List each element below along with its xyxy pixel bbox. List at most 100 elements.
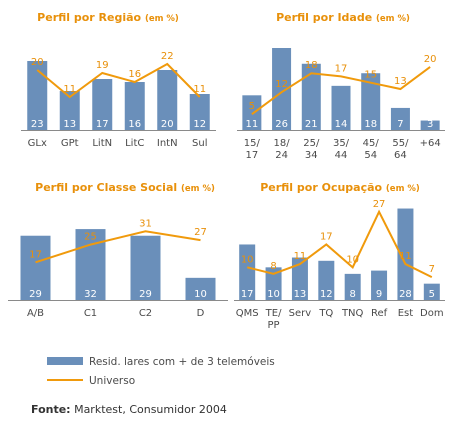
x-tick-label: GPt — [61, 138, 79, 149]
line-value-label: 8 — [270, 261, 276, 272]
line-value-label: 5 — [249, 101, 255, 112]
bar-value-label: 12 — [320, 289, 333, 300]
line-value-label: 17 — [320, 231, 333, 242]
x-tick-label-line: QMS — [236, 308, 259, 319]
x-tick-label: A/B — [27, 308, 44, 319]
source-text: Marktest, Consumidor 2004 — [74, 403, 227, 416]
x-tick-label-line: IntN — [157, 138, 178, 149]
chart-title-unit: (em %) — [145, 14, 179, 24]
line-value-label: 20 — [31, 57, 44, 68]
bar — [291, 257, 308, 300]
x-tick-label-line: 24 — [275, 150, 288, 161]
x-tick-label: LitN — [92, 138, 112, 149]
chart-panel-2: Perfil por Idade (em %) 11 26 21 14 18 7 3 5 12 18… — [237, 11, 445, 161]
bar — [185, 277, 216, 300]
x-tick-label-line: 55/ — [392, 138, 409, 149]
bar — [361, 73, 381, 130]
source-note: Fonte: Marktest, Consumidor 2004 — [31, 403, 227, 416]
bar — [331, 85, 351, 130]
series-line-universo — [36, 62, 201, 99]
bar-value-label: 29 — [139, 289, 152, 300]
x-tick-label-line: Est — [398, 308, 414, 319]
bar-value-label: 12 — [193, 119, 206, 130]
bar-value-label: 21 — [305, 119, 318, 130]
bar-value-label: 26 — [275, 119, 288, 130]
x-tick-label-line: Ref — [371, 308, 388, 319]
bar-value-label: 14 — [335, 119, 348, 130]
x-tick-label-line: GLx — [28, 138, 47, 149]
x-tick-label-line: LitC — [125, 138, 144, 149]
bar — [27, 61, 48, 130]
x-tick-label-line: TE/ — [265, 308, 282, 319]
line-value-label: 11 — [63, 84, 76, 95]
bar-value-label: 13 — [294, 289, 307, 300]
chart-title-unit: (em %) — [181, 184, 215, 194]
x-tick-label: Ref — [371, 308, 388, 319]
series-line-universo — [246, 209, 433, 279]
bar — [20, 235, 51, 300]
x-tick-label-line: 35/ — [333, 138, 350, 149]
bar-value-label: 32 — [84, 289, 97, 300]
x-tick-label-line: 44 — [335, 150, 348, 161]
chart-title: Perfil por Classe Social (em %) — [35, 181, 215, 194]
line-value-label: 12 — [275, 79, 288, 90]
bar — [318, 260, 335, 300]
x-tick-label-line: LitN — [92, 138, 112, 149]
bar — [75, 229, 106, 300]
bar-value-label: 23 — [31, 119, 44, 130]
bar — [157, 70, 178, 130]
x-tick-label-line: 64 — [394, 150, 407, 161]
line-value-label: 31 — [139, 218, 152, 229]
x-tick-label-line: GPt — [61, 138, 79, 149]
line-value-label: 11 — [399, 251, 412, 262]
bar — [301, 63, 321, 131]
legend: Resid. lares com + de 3 telemóveis Univer… — [47, 356, 275, 387]
chart-title: Perfil por Ocupação (em %) — [260, 181, 420, 194]
line-value-label: 10 — [241, 254, 254, 265]
bar-value-label: 17 — [96, 119, 109, 130]
bar — [397, 208, 414, 300]
line-value-label: 25 — [84, 232, 97, 243]
line-value-label: 13 — [394, 76, 407, 87]
x-tick-label: Serv — [289, 308, 312, 319]
x-tick-label-line: C1 — [84, 308, 97, 319]
x-tick-label-line: C2 — [139, 308, 152, 319]
chart-panel-3: Perfil por Classe Social (em %) 29 32 29 10 1… — [8, 181, 228, 319]
chart-title: Perfil por Região (em %) — [37, 11, 179, 24]
bar-value-label: 16 — [128, 119, 141, 130]
bar — [124, 82, 145, 130]
x-tick-label-line: Serv — [289, 308, 312, 319]
bar-value-label: 20 — [161, 119, 174, 130]
x-tick-label: 18/24 — [274, 138, 291, 161]
x-tick-label: TNQ — [341, 308, 364, 319]
bar-value-label: 11 — [245, 119, 258, 130]
chart-title-text: Perfil por Região — [37, 11, 145, 24]
line-value-label: 20 — [424, 54, 437, 65]
bar-value-label: 10 — [267, 289, 280, 300]
legend-swatch-bar — [47, 357, 83, 365]
chart-title-text: Perfil por Classe Social — [35, 181, 181, 194]
x-tick-label-line: +64 — [420, 138, 441, 149]
line-value-label: 27 — [194, 227, 207, 238]
x-tick-label-line: 54 — [364, 150, 377, 161]
x-tick-label: 55/64 — [392, 138, 409, 161]
x-tick-label-line: 45/ — [363, 138, 380, 149]
x-tick-label: TE/PP — [265, 308, 282, 331]
x-tick-label: Sul — [192, 138, 207, 149]
series-line-universo — [35, 230, 201, 264]
x-tick-label: +64 — [420, 138, 441, 149]
bar — [420, 120, 440, 130]
chart-title-unit: (em %) — [386, 184, 420, 194]
x-tick-label: IntN — [157, 138, 178, 149]
line-value-label: 11 — [193, 84, 206, 95]
x-tick-label: GLx — [28, 138, 47, 149]
line-value-label: 19 — [96, 60, 109, 71]
bar-value-label: 18 — [364, 119, 377, 130]
line-value-label: 17 — [335, 63, 348, 74]
x-tick-label: Dom — [420, 308, 444, 319]
legend-label-line: Universo — [89, 375, 135, 387]
line-value-label: 11 — [294, 251, 307, 262]
x-tick-label: C2 — [139, 308, 152, 319]
chart-title-text: Perfil por Idade — [276, 11, 376, 24]
